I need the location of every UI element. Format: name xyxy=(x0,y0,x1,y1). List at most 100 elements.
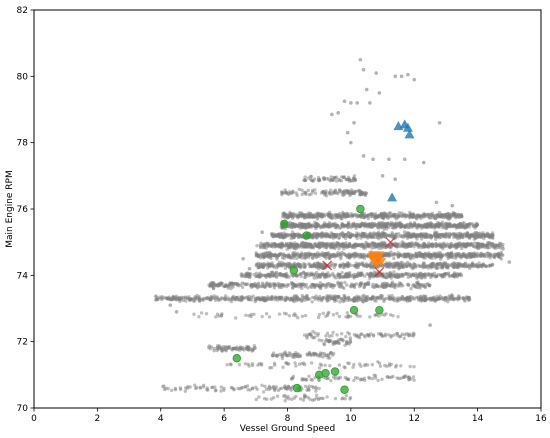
background-point xyxy=(351,365,355,369)
background-point xyxy=(362,233,366,237)
background-point xyxy=(365,332,370,337)
background-point xyxy=(230,283,234,287)
background-point xyxy=(235,281,239,286)
background-point xyxy=(440,295,445,300)
background-point xyxy=(294,256,299,261)
background-point xyxy=(337,376,341,380)
background-point xyxy=(412,365,416,369)
background-point xyxy=(333,191,337,195)
background-point xyxy=(219,389,223,393)
background-point xyxy=(361,294,365,299)
background-point xyxy=(423,282,428,287)
background-point xyxy=(352,362,356,367)
background-point xyxy=(431,261,435,266)
background-point xyxy=(366,233,370,237)
background-point xyxy=(303,190,308,194)
background-point xyxy=(343,366,347,370)
background-point xyxy=(385,272,389,277)
background-point xyxy=(268,284,272,289)
background-point xyxy=(332,342,337,346)
background-point xyxy=(493,246,498,251)
background-point xyxy=(300,286,304,291)
background-point xyxy=(413,283,417,287)
background-point xyxy=(311,256,315,260)
background-point xyxy=(255,274,260,278)
background-point xyxy=(318,284,322,289)
background-point xyxy=(346,222,350,227)
background-point xyxy=(295,214,299,218)
background-point xyxy=(295,283,299,287)
background-point xyxy=(345,234,349,238)
background-point xyxy=(394,363,398,368)
background-point xyxy=(362,223,367,228)
background-point xyxy=(298,354,303,358)
background-point xyxy=(278,271,283,276)
background-point xyxy=(288,210,292,215)
background-point xyxy=(406,283,411,287)
background-point xyxy=(456,237,460,241)
background-point xyxy=(286,263,290,267)
background-point xyxy=(315,273,320,277)
background-point xyxy=(446,297,450,301)
background-point xyxy=(346,331,350,335)
background-point xyxy=(439,255,443,260)
background-point xyxy=(369,274,373,278)
background-point xyxy=(200,297,205,301)
background-point xyxy=(213,385,217,389)
background-point xyxy=(343,343,347,347)
background-point xyxy=(294,299,299,303)
background-point xyxy=(353,272,357,277)
background-point xyxy=(403,272,408,276)
background-point xyxy=(339,337,344,341)
background-point xyxy=(458,272,462,277)
background-point xyxy=(337,246,341,251)
background-point xyxy=(375,244,379,249)
background-point xyxy=(280,356,285,361)
background-point xyxy=(429,234,434,238)
background-point xyxy=(184,386,188,390)
background-point xyxy=(243,385,247,389)
background-point xyxy=(260,284,265,288)
background-point xyxy=(384,261,389,265)
background-point xyxy=(434,214,438,218)
background-point xyxy=(311,246,316,250)
background-point xyxy=(321,190,325,194)
background-point xyxy=(302,283,307,287)
background-point xyxy=(484,243,488,248)
background-point xyxy=(271,270,275,274)
background-point xyxy=(465,255,469,259)
background-point xyxy=(376,295,381,299)
background-point xyxy=(346,231,350,235)
background-point xyxy=(233,346,237,351)
background-point xyxy=(327,338,332,342)
background-point xyxy=(240,285,245,289)
background-point xyxy=(235,296,239,300)
background-point xyxy=(354,261,358,265)
background-point xyxy=(377,246,381,251)
background-point xyxy=(354,213,359,218)
background-point xyxy=(324,189,328,193)
background-point xyxy=(219,346,223,350)
background-point xyxy=(477,264,481,268)
background-point xyxy=(321,212,325,216)
background-point xyxy=(427,272,431,276)
background-point xyxy=(344,272,348,276)
background-point xyxy=(350,213,355,217)
background-point xyxy=(362,254,366,258)
background-point xyxy=(400,295,404,299)
background-point xyxy=(379,246,384,250)
background-point xyxy=(359,236,363,240)
background-point xyxy=(438,214,442,218)
background-point xyxy=(369,224,373,229)
background-point xyxy=(474,221,479,225)
background-point xyxy=(303,178,307,182)
background-point xyxy=(340,221,344,226)
background-point xyxy=(299,274,303,279)
background-point xyxy=(229,363,233,367)
background-point xyxy=(177,297,182,301)
background-point xyxy=(412,332,416,336)
background-point xyxy=(365,298,369,302)
background-point xyxy=(423,242,427,247)
background-point xyxy=(400,332,404,336)
background-point xyxy=(272,273,276,277)
